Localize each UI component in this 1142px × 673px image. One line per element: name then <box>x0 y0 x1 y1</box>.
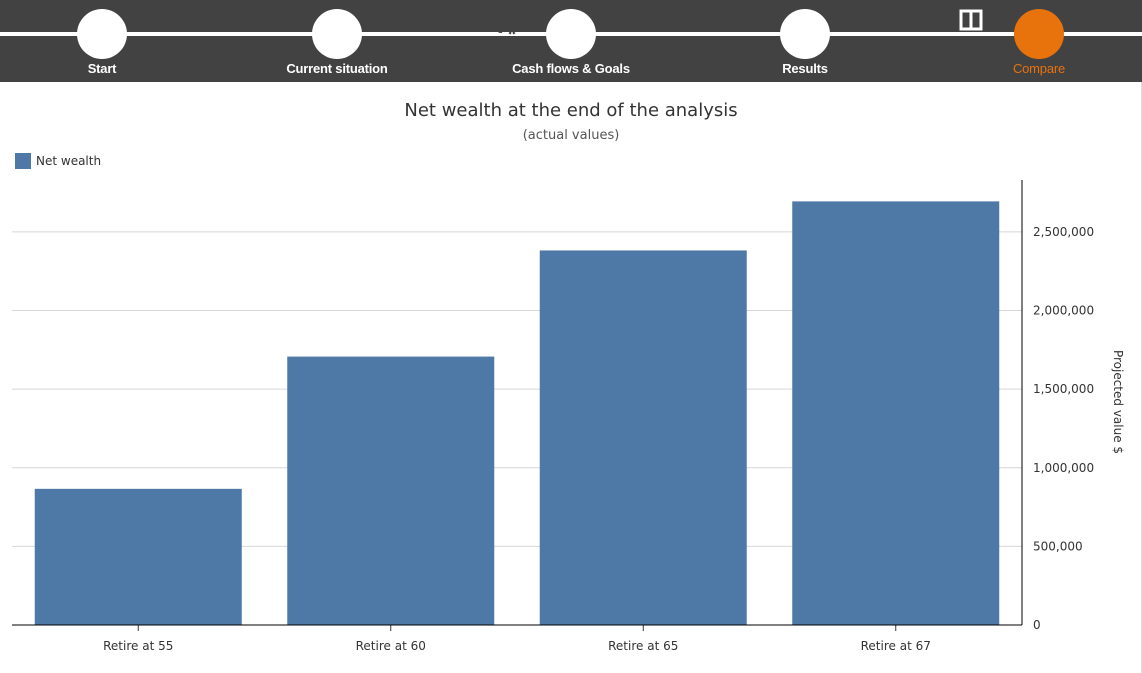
x-tick-label: Retire at 55 <box>103 639 173 653</box>
nav-step-label: Current situation <box>286 61 388 76</box>
bar-retire-at-55 <box>34 488 242 625</box>
x-tick-label: Retire at 60 <box>356 639 426 653</box>
bar-retire-at-67 <box>792 201 1000 625</box>
y-tick-label: 2,000,000 <box>1033 304 1094 318</box>
home-icon <box>23 9 127 59</box>
nav-step-cash-flows-goals[interactable]: Cash flows & Goals <box>491 9 651 76</box>
gears-icon <box>492 9 596 59</box>
bar-retire-at-65 <box>539 250 747 625</box>
nav-step-label: Cash flows & Goals <box>512 61 630 76</box>
nav-step-results[interactable]: Results <box>725 9 885 76</box>
nav-step-compare[interactable]: Compare <box>959 9 1119 76</box>
x-tick-label: Retire at 65 <box>608 639 678 653</box>
y-tick-label: 2,500,000 <box>1033 225 1094 239</box>
chart-title: Net wealth at the end of the analysis <box>404 100 738 121</box>
legend-swatch <box>15 153 31 169</box>
y-tick-label: 0 <box>1033 618 1041 632</box>
y-tick-label: 1,000,000 <box>1033 461 1094 475</box>
y-tick-label: 500,000 <box>1033 539 1083 553</box>
line-chart-icon <box>726 9 830 59</box>
nav-step-label: Compare <box>1012 61 1066 76</box>
legend-label: Net wealth <box>36 154 102 168</box>
users-icon <box>257 9 362 59</box>
bar-retire-at-60 <box>287 356 495 625</box>
nav-step-label: Results <box>782 61 828 76</box>
wizard-nav: Start Current situation Cash flows & Goals… <box>0 0 1142 82</box>
legend-item-net-wealth[interactable]: Net wealth <box>15 153 101 169</box>
y-axis-label: Projected value $ <box>1111 350 1125 454</box>
chart-subtitle: (actual values) <box>522 128 620 143</box>
y-tick-label: 1,500,000 <box>1033 382 1094 396</box>
nav-step-current-situation[interactable]: Current situation <box>257 9 417 76</box>
nav-step-start[interactable]: Start <box>22 9 182 76</box>
x-tick-label: Retire at 67 <box>861 639 931 653</box>
nav-step-label: Start <box>87 61 117 76</box>
columns-icon <box>959 9 1064 59</box>
